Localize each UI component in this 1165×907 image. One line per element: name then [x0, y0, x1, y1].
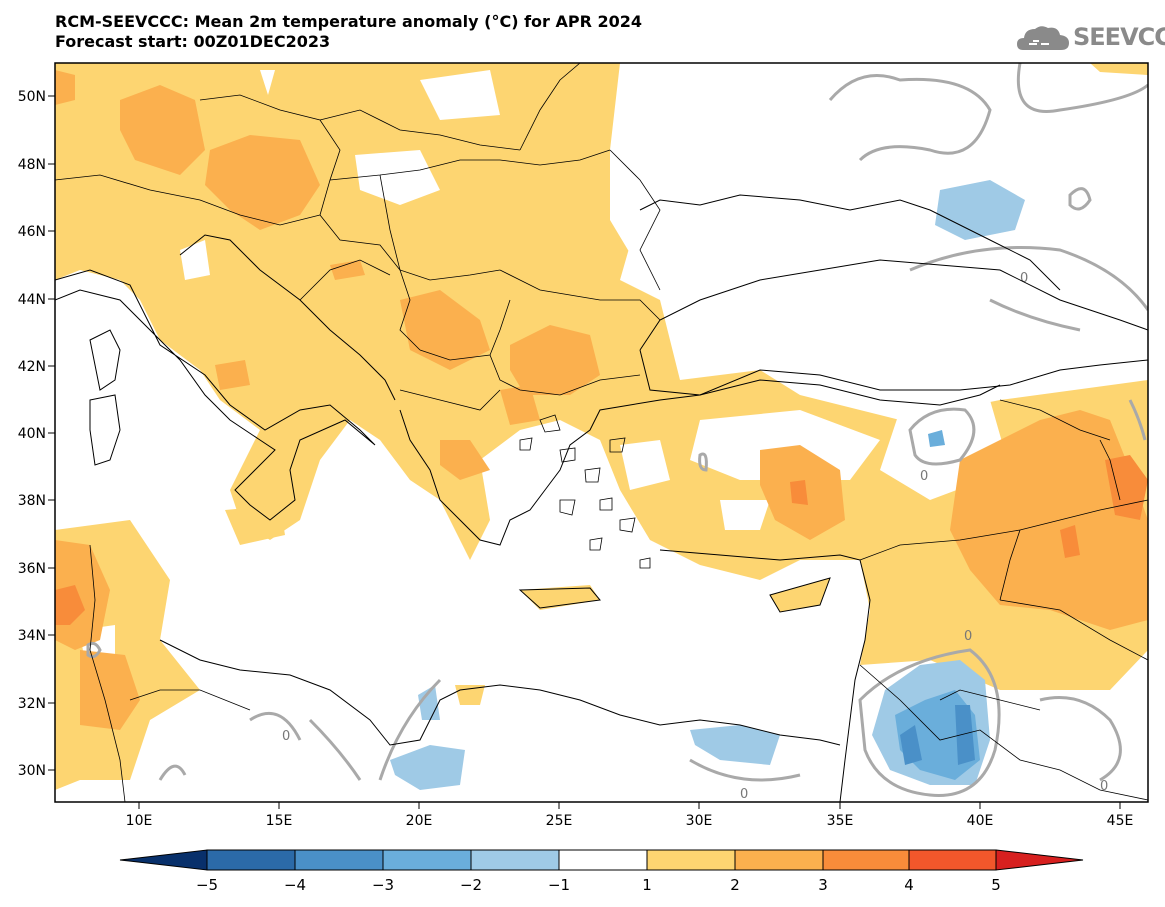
lon-tick-marks	[138, 802, 1121, 809]
lon-tick-label: 15E	[266, 813, 293, 829]
seevccc-logo: SEEVCCC	[1015, 20, 1165, 56]
forecast-start: Forecast start: 00Z01DEC2023	[55, 32, 331, 51]
colorbar-swatch	[734, 849, 824, 871]
lat-tick-labels: 50N 48N 46N 44N 42N 40N 38N 36N 34N 32N …	[18, 89, 46, 779]
colorbar-swatch	[119, 849, 208, 871]
lon-tick-label: 40E	[967, 813, 994, 829]
colorbar-tick-label: −5	[196, 876, 218, 894]
cloud-icon	[1017, 26, 1069, 50]
title-block: RCM-SEEVCCC: Mean 2m temperature anomaly…	[55, 12, 642, 52]
colorbar-swatch	[908, 849, 997, 871]
colorbar: −5 −4 −3 −2 −1 1 2 3 4 5	[119, 849, 1084, 894]
map-area: 0 0 0 0 0 0	[55, 63, 1148, 802]
lat-tick-marks	[48, 95, 55, 771]
contour-label: 0	[282, 729, 290, 744]
lat-tick-label: 32N	[18, 696, 46, 712]
contour-label: 0	[920, 469, 928, 484]
colorbar-swatch	[995, 849, 1084, 871]
contour-label: 0	[964, 629, 972, 644]
colorbar-tick-label: −1	[548, 876, 570, 894]
colorbar-swatch	[646, 849, 736, 871]
colorbar-swatch	[206, 849, 296, 871]
lat-tick-label: 38N	[18, 493, 46, 509]
colorbar-swatch	[470, 849, 560, 871]
lon-tick-labels: 10E 15E 20E 25E 30E 35E 40E 45E	[126, 813, 1134, 829]
lat-tick-label: 46N	[18, 224, 46, 240]
lat-tick-label: 48N	[18, 157, 46, 173]
colorbar-swatch	[294, 849, 384, 871]
contour-label: 0	[1100, 779, 1108, 794]
colorbar-tick-label: 1	[642, 876, 652, 894]
lon-tick-label: 45E	[1107, 813, 1134, 829]
contour-label: 0	[740, 787, 748, 802]
colorbar-tick-label: −3	[372, 876, 394, 894]
colorbar-swatch	[382, 849, 472, 871]
lat-tick-label: 36N	[18, 561, 46, 577]
lat-tick-label: 42N	[18, 359, 46, 375]
colorbar-tick-label: 2	[730, 876, 740, 894]
colorbar-tick-label: −4	[284, 876, 306, 894]
colorbar-tick-label: 5	[991, 876, 1001, 894]
lon-tick-label: 25E	[546, 813, 573, 829]
lat-tick-label: 44N	[18, 292, 46, 308]
map-title: RCM-SEEVCCC: Mean 2m temperature anomaly…	[55, 12, 643, 31]
colorbar-tick-label: −2	[460, 876, 482, 894]
colorbar-tick-label: 4	[904, 876, 914, 894]
colorbar-swatch	[558, 849, 648, 871]
lat-tick-label: 50N	[18, 89, 46, 105]
logo-text: SEEVCCC	[1073, 23, 1165, 51]
lon-tick-label: 35E	[827, 813, 854, 829]
colorbar-tick-label: 3	[818, 876, 828, 894]
lon-tick-label: 20E	[406, 813, 433, 829]
lat-tick-label: 40N	[18, 426, 46, 442]
zero-contours	[86, 63, 1148, 797]
lat-tick-label: 34N	[18, 628, 46, 644]
lon-tick-label: 10E	[126, 813, 153, 829]
contour-label: 0	[1020, 271, 1028, 286]
lat-tick-label: 30N	[18, 763, 46, 779]
lon-tick-label: 30E	[686, 813, 713, 829]
country-borders	[55, 63, 1148, 802]
coastlines	[55, 194, 1148, 802]
anomaly-fill-3-4	[55, 455, 1148, 625]
aegean-islands	[519, 414, 651, 569]
colorbar-swatch	[822, 849, 910, 871]
anomaly-fill-negative	[390, 180, 1025, 790]
